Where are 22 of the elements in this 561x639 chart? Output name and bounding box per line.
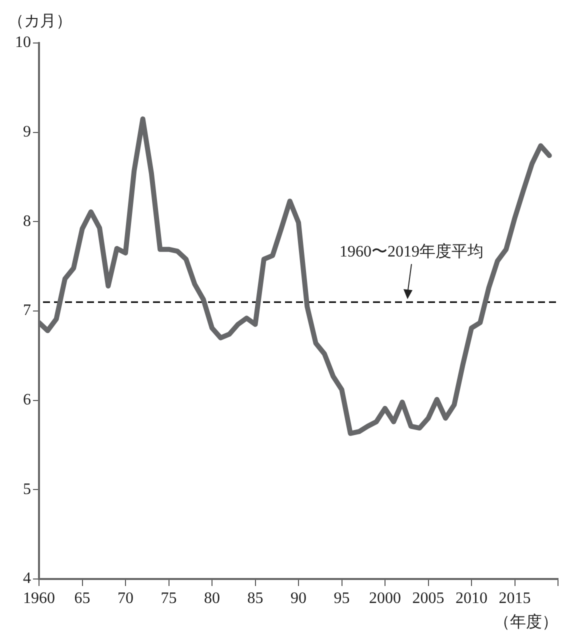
y-tick-label: 7 [23, 302, 31, 320]
x-tick-label: 2015 [498, 590, 531, 607]
y-tick-label: 6 [23, 392, 31, 409]
x-tick-label: 65 [74, 590, 90, 607]
x-tick-label: 80 [204, 590, 220, 607]
x-tick-label: 95 [334, 590, 350, 607]
y-tick-label: 4 [23, 570, 31, 588]
y-tick-label: 8 [23, 212, 31, 230]
x-tick-label: 2010 [456, 590, 488, 607]
x-tick-label: 90 [290, 590, 306, 607]
y-axis-title: （カ月） [8, 13, 72, 30]
ref-line-label: 1960〜2019年度平均 [339, 242, 484, 260]
x-tick-label: 85 [247, 590, 264, 607]
x-tick-label: 2005 [412, 590, 444, 607]
y-tick-label: 9 [23, 124, 31, 141]
x-tick-label: 2000 [369, 590, 401, 607]
x-tick-label: 70 [118, 590, 134, 607]
x-tick-label: 75 [160, 590, 177, 607]
x-tick-label: 1960 [23, 590, 55, 607]
y-tick-label: 10 [15, 34, 31, 52]
x-axis-title: （年度） [494, 613, 558, 632]
y-tick-label: 5 [23, 480, 31, 498]
